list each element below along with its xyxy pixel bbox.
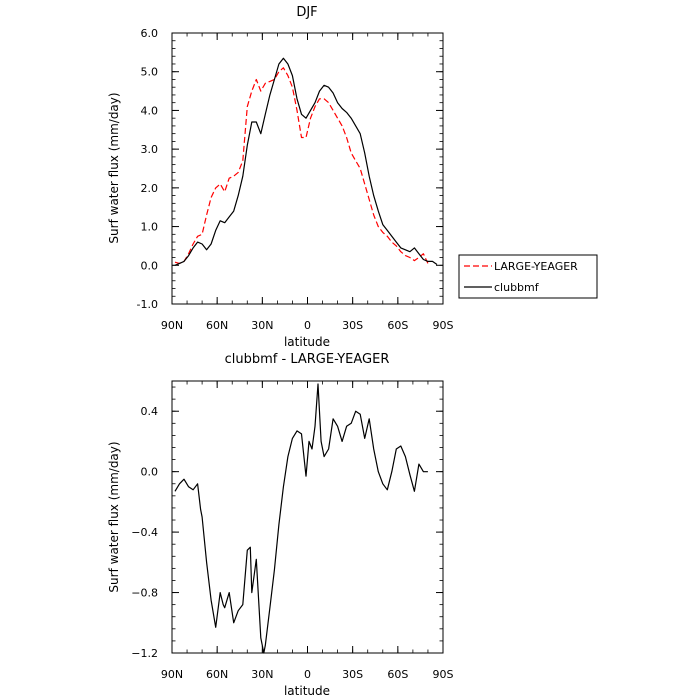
bottom-panel: clubbmf - LARGE-YEAGER −1.2 −0.8 −0.4 0.0 0.… [107,352,454,698]
legend-box [458,254,598,299]
y-tick-label: 0.0 [141,259,159,272]
x-tick-label: 30S [342,668,363,681]
x-tick-label: 60N [206,319,228,332]
x-tick-label: 90S [433,319,454,332]
series-line-clubbmf [174,57,438,266]
y-tick-label: -1.0 [137,298,158,311]
x-tick-label: 60S [387,668,408,681]
y-tick-label: 4.0 [141,104,159,117]
x-tick-label: 90S [433,668,454,681]
x-tick-label: 90N [161,668,183,681]
x-tick-label: 0 [304,319,311,332]
legend-label-large-yeager: LARGE-YEAGER [494,260,578,273]
x-tick-label: 30N [251,319,273,332]
y-tick-label: 0.4 [141,405,159,418]
y-tick-label: 3.0 [141,143,159,156]
y-tick-label: 6.0 [141,27,159,40]
top-chart-title: DJF [296,5,317,20]
y-tick-label: 5.0 [141,66,159,79]
y-tick-label: −0.4 [131,526,158,539]
bottom-chart-title: clubbmf - LARGE-YEAGER [225,352,390,367]
x-tick-label: 90N [161,319,183,332]
legend-label-clubbmf: clubbmf [494,281,540,294]
top-panel: DJF -1.0 0.0 1.0 2.0 3.0 4.0 5.0 6.0 90N 60N 30N 0… [107,5,454,349]
top-y-axis-label: Surf water flux (mm/day) [107,92,121,243]
y-tick-label: −0.8 [131,587,158,600]
series-line-large-yeager [174,67,429,264]
y-tick-label: 2.0 [141,182,159,195]
y-tick-label: −1.2 [131,647,158,660]
series-line-difference [174,383,428,654]
top-plot-frame [171,32,444,305]
y-tick-label: 1.0 [141,221,159,234]
x-tick-label: 60N [206,668,228,681]
y-tick-label: 0.0 [141,466,159,479]
top-x-axis-label: latitude [284,335,330,349]
legend: LARGE-YEAGER clubbmf [458,254,598,299]
x-tick-label: 30N [251,668,273,681]
bottom-y-axis-label: Surf water flux (mm/day) [107,441,121,592]
bottom-x-axis-label: latitude [284,684,330,698]
x-tick-label: 30S [342,319,363,332]
x-tick-label: 60S [387,319,408,332]
x-tick-label: 0 [304,668,311,681]
